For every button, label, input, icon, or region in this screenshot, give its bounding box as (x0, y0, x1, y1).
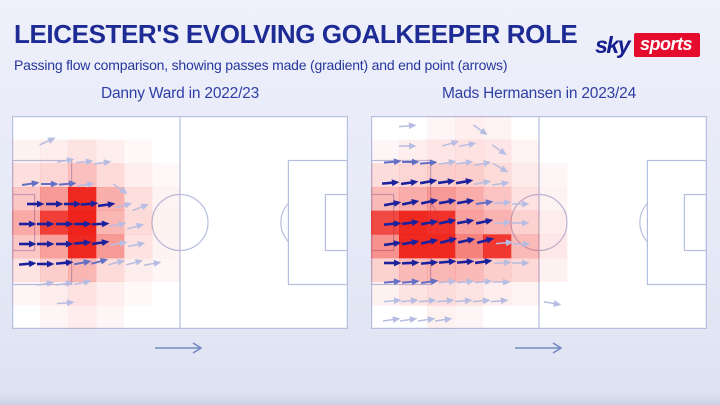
direction-arrow-glyph (515, 342, 563, 354)
direction-of-play-arrow-right (515, 342, 563, 354)
heatmap-layer (12, 139, 181, 329)
pitch-title-mads-hermansen: Mads Hermansen in 2023/24 (441, 85, 637, 102)
page-title: LEICESTER'S EVOLVING GOALKEEPER ROLE (14, 19, 578, 49)
sky-logo-text: sky (595, 31, 630, 58)
subtitle: Passing flow comparison, showing passes … (14, 57, 508, 73)
arrows-layer (18, 137, 162, 307)
pitch-title-danny-ward: Danny Ward in 2022/23 (100, 85, 260, 102)
sports-logo-badge: sports (633, 33, 700, 57)
pitch-chart-danny-ward (12, 116, 348, 329)
pitch-chart-mads-hermansen (371, 116, 707, 329)
direction-of-play-arrow-left (155, 342, 203, 354)
direction-arrow-glyph (155, 342, 203, 354)
arrows-layer (381, 122, 562, 323)
sky-sports-logo: sky sports (595, 33, 700, 57)
